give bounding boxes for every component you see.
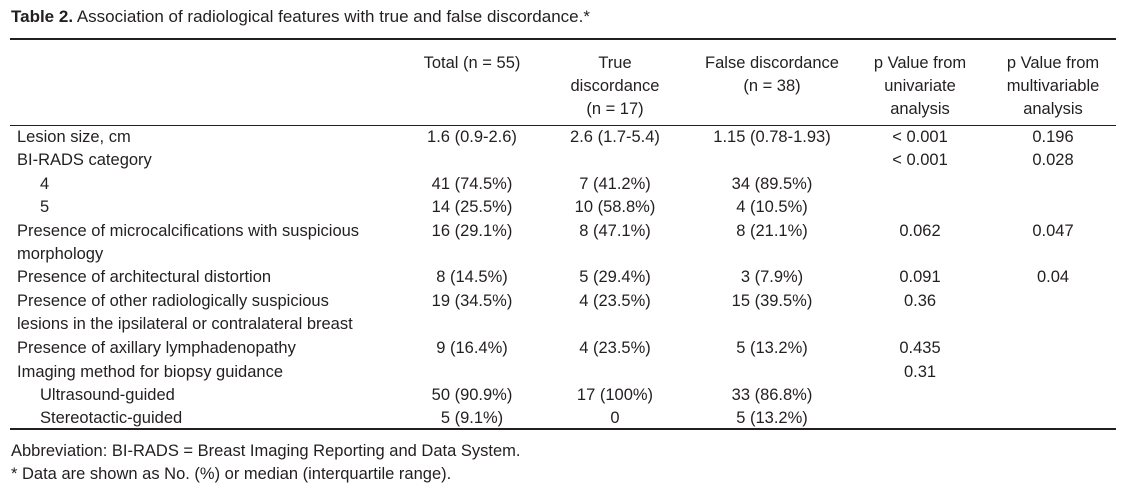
cell-true: 2.6 (1.7-5.4) [570,128,660,146]
table-caption-text: Association of radiological features wit… [76,7,590,26]
header-true-discordance: True discordance (n = 17) [570,54,660,118]
table-caption-label: Table 2. [11,7,74,26]
cell-true: 10 (58.8%) [574,198,656,216]
cell-p-univariate: 0.31 [903,363,937,381]
cell-false: 15 (39.5%) [731,292,813,310]
row-label-birads-5: 5 [40,198,50,216]
cell-p-univariate: 0.062 [899,222,941,240]
cell-false: 8 (21.1%) [736,222,808,240]
cell-true: 8 (47.1%) [579,222,651,240]
cell-false: 1.15 (0.78-1.93) [713,128,831,146]
cell-p-univariate: 0.435 [899,339,941,357]
cell-true: 4 (23.5%) [579,292,651,310]
cell-total: 9 (16.4%) [436,339,508,357]
cell-total: 50 (90.9%) [431,386,513,404]
cell-total: 19 (34.5%) [431,292,513,310]
row-label-stereotactic-guided: Stereotactic-guided [40,409,183,427]
cell-total: 41 (74.5%) [431,175,513,193]
cell-false: 5 (13.2%) [736,409,808,427]
cell-p-univariate: 0.091 [899,268,941,286]
cell-p-univariate: < 0.001 [892,151,948,169]
cell-p-multivariable: 0.047 [1032,222,1074,240]
bottom-rule [10,428,1116,430]
header-p-multivariable: p Value from multivariable analysis [1006,54,1100,118]
cell-p-multivariable: 0.04 [1036,268,1070,286]
footnote-data-note: * Data are shown as No. (%) or median (i… [11,465,452,483]
row-label-birads-4: 4 [40,175,50,193]
header-rule [10,125,1116,126]
header-p-univariate: p Value from univariate analysis [873,54,967,118]
cell-p-multivariable: 0.028 [1032,151,1074,169]
table-caption: Table 2. Association of radiological fea… [11,7,590,27]
cell-false: 5 (13.2%) [736,339,808,357]
cell-false: 4 (10.5%) [736,198,808,216]
row-label-imaging-method: Imaging method for biopsy guidance [17,363,283,381]
top-rule [10,38,1116,40]
cell-false: 34 (89.5%) [731,175,813,193]
cell-total: 8 (14.5%) [436,268,508,286]
cell-false: 33 (86.8%) [731,386,813,404]
cell-total: 14 (25.5%) [431,198,513,216]
cell-total: 16 (29.1%) [431,222,513,240]
cell-true: 5 (29.4%) [579,268,651,286]
row-label-architectural-distortion: Presence of architectural distortion [17,268,272,286]
cell-p-univariate: 0.36 [903,292,937,310]
row-label-ultrasound-guided: Ultrasound-guided [40,386,175,404]
cell-total: 1.6 (0.9-2.6) [427,128,517,146]
row-label-axillary-lymphadenopathy: Presence of axillary lymphadenopathy [17,339,296,357]
cell-p-multivariable: 0.196 [1032,128,1074,146]
footnote-abbreviation: Abbreviation: BI-RADS = Breast Imaging R… [11,442,521,460]
header-total: Total (n = 55) [423,54,521,72]
row-label-microcalcifications: Presence of microcalcifications with sus… [17,222,360,263]
cell-true: 7 (41.2%) [579,175,651,193]
cell-true: 17 (100%) [576,386,654,404]
header-false-discordance: False discordance (n = 38) [705,54,839,95]
row-label-lesion-size: Lesion size, cm [17,128,131,146]
cell-total: 5 (9.1%) [440,409,504,427]
cell-true: 4 (23.5%) [579,339,651,357]
cell-true: 0 [610,409,620,427]
cell-p-univariate: < 0.001 [892,128,948,146]
row-label-birads: BI-RADS category [17,151,152,169]
cell-false: 3 (7.9%) [740,268,804,286]
row-label-other-suspicious-lesions: Presence of other radiologically suspici… [17,292,353,333]
